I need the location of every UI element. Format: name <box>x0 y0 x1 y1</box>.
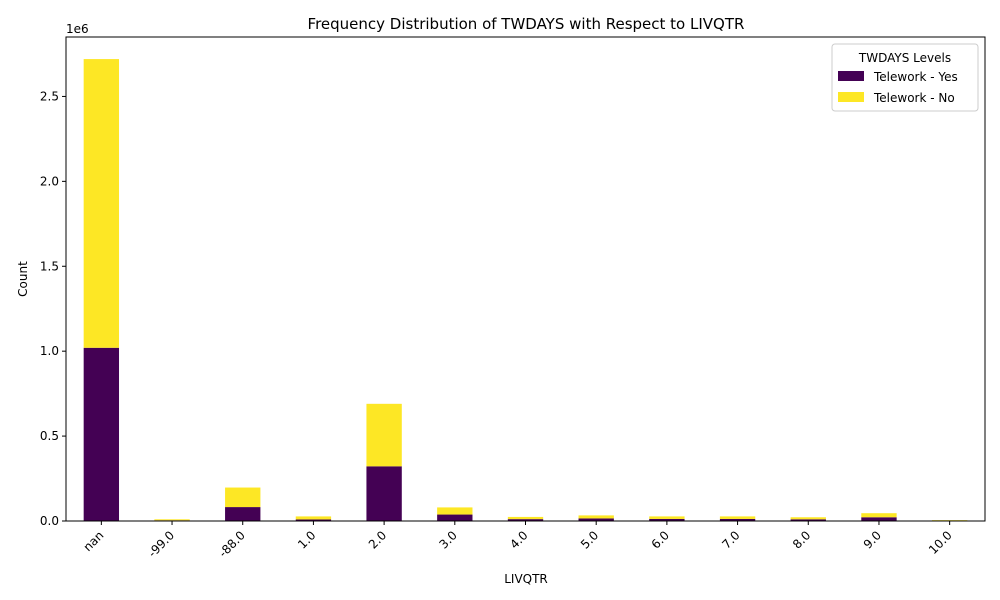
bar-telework-no-8 <box>649 516 685 519</box>
bar-telework-no-4 <box>366 403 402 467</box>
bar-telework-yes-9 <box>719 518 756 521</box>
y-axis-offset-label: 1e6 <box>66 22 89 36</box>
y-tick-label: 2.5 <box>40 89 59 103</box>
bar-telework-no-1 <box>154 519 190 521</box>
legend: TWDAYS Levels Telework - Yes Telework - … <box>831 43 979 112</box>
x-tick-label: 1.0 <box>295 528 318 551</box>
x-axis: nan -99.0 -88.0 1.0 2.0 3.0 4.0 5.0 6.0 7.0 8.0 9.0… <box>81 521 955 560</box>
x-tick-label: 4.0 <box>507 528 530 551</box>
x-tick-label: 2.0 <box>366 528 389 551</box>
bar-telework-no-0 <box>83 59 120 348</box>
bars-layer <box>83 59 968 521</box>
chart-title: Frequency Distribution of TWDAYS with Re… <box>308 15 745 33</box>
legend-label-telework-yes: Telework - Yes <box>873 70 958 84</box>
x-tick-label: 5.0 <box>578 528 601 551</box>
bar-telework-yes-5 <box>437 514 473 521</box>
bar-telework-yes-8 <box>649 518 685 521</box>
x-tick-label: 8.0 <box>790 528 813 551</box>
x-tick-label: 3.0 <box>437 528 460 551</box>
bar-telework-no-10 <box>790 517 826 520</box>
legend-label-telework-no: Telework - No <box>873 91 955 105</box>
bar-telework-yes-11 <box>861 517 897 521</box>
legend-swatch-telework-yes <box>838 71 864 81</box>
y-axis: 0.0 0.5 1.0 1.5 2.0 2.5 <box>40 89 66 528</box>
bar-telework-yes-2 <box>225 507 261 521</box>
legend-swatch-telework-no <box>838 92 864 102</box>
bar-telework-yes-7 <box>578 518 614 521</box>
x-tick-label: nan <box>81 528 107 554</box>
x-tick-label: -88.0 <box>216 528 248 560</box>
bar-telework-yes-10 <box>790 519 826 521</box>
y-tick-label: 1.0 <box>40 344 59 358</box>
bar-telework-yes-6 <box>507 519 544 521</box>
bar-telework-no-5 <box>437 507 473 515</box>
legend-box <box>831 43 979 112</box>
x-tick-label: -99.0 <box>145 528 177 560</box>
bar-telework-no-9 <box>719 516 756 519</box>
bar-telework-no-2 <box>225 487 261 508</box>
y-tick-label: 0.5 <box>40 429 59 443</box>
x-tick-label: 9.0 <box>861 528 884 551</box>
x-axis-label: LIVQTR <box>504 572 548 586</box>
x-tick-label: 6.0 <box>649 528 672 551</box>
y-axis-label: Count <box>16 261 30 297</box>
bar-telework-no-6 <box>507 516 544 520</box>
x-tick-label: 7.0 <box>719 528 742 551</box>
bar-telework-no-7 <box>578 515 614 519</box>
y-tick-label: 1.5 <box>40 259 59 273</box>
bar-telework-yes-4 <box>366 466 402 521</box>
bar-telework-yes-3 <box>295 519 332 521</box>
bar-telework-no-11 <box>861 513 897 518</box>
bar-telework-no-3 <box>295 516 332 520</box>
y-tick-label: 2.0 <box>40 174 59 188</box>
bar-telework-yes-0 <box>83 347 120 521</box>
x-tick-label: 10.0 <box>926 528 955 557</box>
legend-title: TWDAYS Levels <box>858 51 951 65</box>
y-tick-label: 0.0 <box>40 514 59 528</box>
